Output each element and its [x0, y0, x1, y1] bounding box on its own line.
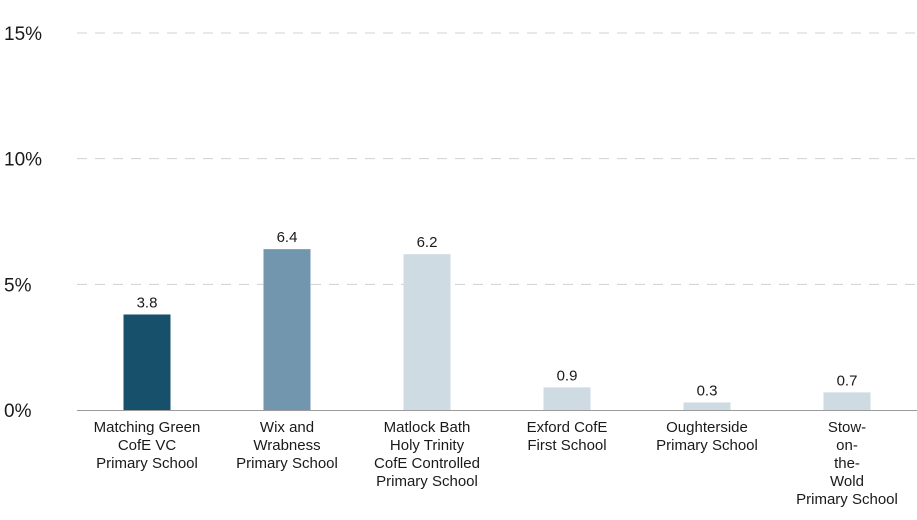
x-tick-label: Matlock Bath Holy Trinity CofE Controlled P…	[374, 419, 480, 490]
x-tick-label: Stow-on-the-Wold Primary School	[796, 419, 898, 508]
x-axis-labels: Matching Green CofE VC Primary School Wix a…	[94, 419, 898, 508]
y-axis-ticks: 0% 5% 10% 15%	[4, 24, 42, 422]
y-tick-label: 10%	[4, 150, 42, 171]
y-tick-label: 15%	[4, 24, 42, 45]
data-label: 6.4	[277, 229, 298, 246]
bar	[823, 392, 871, 410]
bar	[263, 249, 311, 410]
bar	[123, 314, 171, 410]
bar	[683, 402, 731, 410]
gridlines	[77, 32, 917, 285]
bars	[123, 249, 871, 410]
data-label: 6.2	[417, 234, 438, 251]
x-tick-label: Exford CofE First School	[527, 419, 608, 454]
data-label: 0.3	[697, 382, 718, 399]
data-label: 3.8	[137, 294, 158, 311]
y-tick-label: 0%	[4, 401, 32, 422]
data-label: 0.9	[557, 367, 578, 384]
data-label: 0.7	[837, 372, 858, 389]
bar	[403, 254, 451, 410]
bar	[543, 387, 591, 410]
x-tick-label: Oughterside Primary School	[656, 419, 758, 454]
y-tick-label: 5%	[4, 275, 32, 296]
data-labels: 3.8 6.4 6.2 0.9 0.3 0.7	[137, 229, 858, 399]
x-tick-label: Wix and Wrabness Primary School	[236, 419, 338, 472]
x-tick-label: Matching Green CofE VC Primary School	[94, 419, 201, 472]
